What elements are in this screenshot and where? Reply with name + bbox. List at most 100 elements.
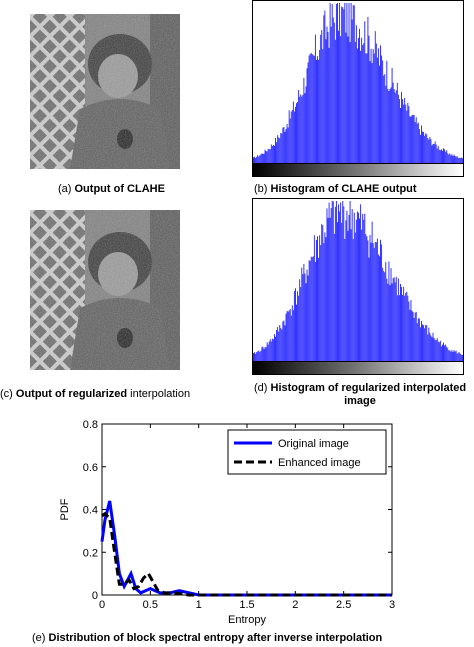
hist-b-bar-54: [309, 53, 311, 164]
hist-d-bar-138: [397, 278, 399, 361]
hist-d-bar-15: [268, 341, 270, 361]
hist-d-bar-98: [355, 219, 357, 361]
hist-b-bar-99: [356, 48, 358, 164]
hist-d-bar-179: [440, 346, 442, 361]
hist-d-bar-45: [300, 287, 302, 361]
hist-d-bar-55: [310, 256, 312, 361]
hist-d-bar-50: [305, 283, 307, 361]
hist-d-bar-40: [295, 288, 296, 361]
hist-d-bar-38: [292, 310, 294, 361]
histogram-clahe-box: [252, 0, 464, 164]
hist-d-bar-88: [345, 220, 347, 361]
hist-b-bar-34: [288, 110, 290, 163]
hist-b-bar-61: [317, 56, 318, 163]
hist-b-bar-68: [324, 10, 326, 163]
hist-b-bar-60: [316, 59, 317, 163]
hist-b-bar-40: [295, 106, 296, 163]
hist-d-bar-72: [328, 202, 330, 361]
hist-d-bar-122: [381, 244, 383, 361]
hist-d-bar-119: [377, 254, 379, 361]
hist-d-bar-131: [390, 268, 392, 361]
caption-b: (b) Histogram of CLAHE output: [254, 183, 417, 195]
hist-d-bar-36: [290, 315, 292, 361]
hist-b-bar-147: [407, 102, 409, 163]
hist-d-bar-147: [407, 295, 409, 361]
hist-b-bar-114: [372, 49, 374, 163]
hist-d-bar-114: [372, 243, 374, 361]
x-axis-label: Entropy: [228, 614, 266, 626]
hist-b-bar-117: [375, 43, 377, 164]
hist-b-bar-190: [452, 155, 454, 163]
hist-b-bar-80: [337, 3, 338, 163]
hist-b-bar-133: [392, 82, 394, 163]
hist-b-bar-28: [282, 127, 284, 163]
hist-b-bar-66: [322, 49, 324, 163]
hist-b-bar-39: [293, 111, 295, 163]
hist-d-bar-194: [456, 353, 458, 361]
hist-b-bar-173: [434, 141, 436, 163]
hist-d-bar-0: [253, 353, 254, 361]
hist-b-bar-63: [319, 49, 321, 163]
hist-b-bar-43: [298, 90, 300, 163]
hist-d-bar-94: [351, 209, 353, 361]
hist-b-bar-125: [384, 74, 386, 163]
hist-d-bar-145: [405, 292, 407, 361]
hist-d-bar-143: [403, 286, 405, 361]
hist-b-bar-158: [418, 129, 420, 163]
hist-d-bar-125: [384, 272, 386, 361]
hist-d-bar-43: [298, 295, 300, 361]
hist-d-bar-87: [344, 238, 346, 361]
hist-b-bar-107: [365, 53, 367, 163]
hist-d-bar-39: [293, 290, 295, 361]
hist-d-bar-187: [449, 350, 451, 361]
hist-b-bar-33: [287, 127, 289, 163]
hist-b-bar-20: [274, 145, 275, 163]
hist-b-bar-116: [374, 31, 376, 164]
hist-b-bar-36: [290, 111, 292, 163]
hist-b-bar-142: [402, 99, 404, 163]
hist-b-bar-64: [320, 34, 322, 164]
hist-b-bar-195: [457, 157, 459, 163]
hist-b-bar-162: [423, 131, 425, 163]
hist-b-bar-149: [409, 116, 411, 163]
hist-d-bar-16: [269, 339, 271, 361]
hist-b-bar-172: [433, 144, 435, 163]
hist-b-bar-175: [436, 148, 438, 163]
hist-d-bar-103: [361, 229, 363, 361]
hist-d-bar-58: [313, 235, 315, 361]
hist-b-bar-136: [395, 90, 397, 163]
hist-b-bar-26: [280, 132, 282, 163]
hist-b-bar-79: [335, 3, 337, 163]
hist-d-bar-62: [318, 257, 320, 361]
hist-d-bar-153: [413, 317, 415, 361]
hist-b-bar-167: [428, 139, 430, 163]
x-tick-label: 1: [196, 599, 202, 611]
hist-b-bar-111: [369, 61, 371, 163]
hist-d-bar-92: [349, 201, 351, 361]
hist-d-bar-178: [439, 340, 441, 361]
hist-b-bar-29: [283, 126, 285, 163]
hist-d-bar-152: [412, 312, 414, 361]
hist-d-bar-18: [271, 338, 273, 361]
hist-b-bar-19: [272, 144, 274, 163]
hist-b-bar-90: [347, 36, 349, 164]
hist-d-bar-71: [327, 217, 329, 361]
hist-d-bar-19: [272, 339, 274, 361]
hist-d-bar-184: [446, 346, 448, 361]
hist-d-bar-171: [432, 332, 434, 361]
hist-b-bar-89: [346, 3, 348, 163]
hist-b-bar-103: [361, 37, 363, 163]
hist-b-bar-37: [291, 109, 293, 163]
hist-d-bar-113: [371, 221, 373, 361]
hist-b-bar-112: [370, 48, 372, 163]
hist-d-bar-101: [359, 218, 360, 361]
hist-d-bar-25: [279, 325, 281, 361]
hist-b-bar-123: [382, 60, 384, 163]
hist-d-bar-80: [337, 222, 338, 361]
hist-d-bar-126: [385, 262, 387, 361]
hist-b-bar-182: [444, 149, 446, 163]
hist-b-bar-65: [321, 30, 323, 164]
hist-b-bar-105: [363, 43, 365, 163]
hist-b-bar-69: [325, 39, 327, 164]
hist-d-bar-127: [386, 278, 388, 361]
